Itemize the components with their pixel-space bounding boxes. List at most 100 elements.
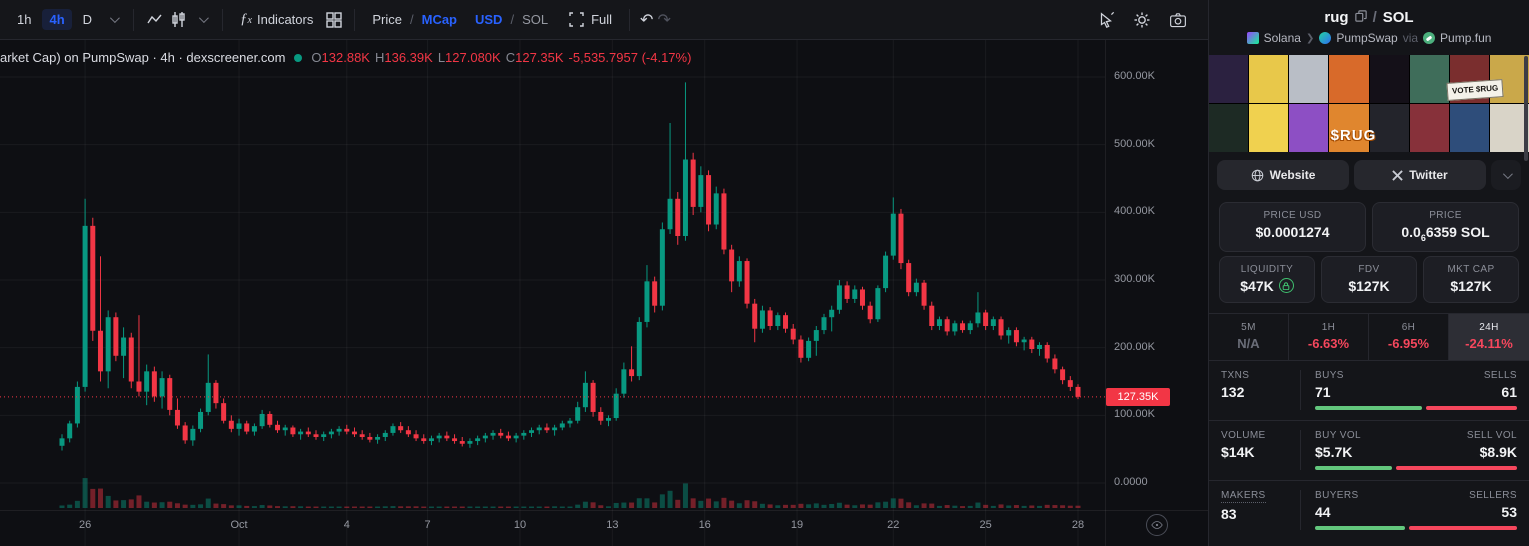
- chevron-right-icon: ❯: [1305, 32, 1315, 44]
- indicators-button[interactable]: ƒx Indicators: [233, 8, 320, 31]
- candlestick-style-icon[interactable]: [168, 10, 188, 30]
- style-dropdown-chevron-icon[interactable]: [192, 10, 212, 30]
- timeframe-performance-row: 5M N/A 1H -6.63% 6H -6.95% 24H -24.11%: [1209, 312, 1529, 361]
- undo-icon[interactable]: ↶: [640, 11, 654, 29]
- price-option[interactable]: Price: [372, 12, 402, 27]
- perf-6h-cell[interactable]: 6H -6.95%: [1369, 313, 1449, 360]
- buys-sells-cell: BUYS 71 SELLS 61: [1301, 370, 1517, 410]
- sol-option[interactable]: SOL: [522, 12, 549, 27]
- perf-1h-cell[interactable]: 1H -6.63%: [1289, 313, 1369, 360]
- time-tick: 25: [979, 519, 992, 531]
- price-stats-row: PRICE USD $0.0001274 PRICE 0.066359 SOL: [1209, 198, 1529, 252]
- makers-value: 83: [1221, 505, 1237, 522]
- pumpfun-icon: [1423, 32, 1436, 44]
- timeframe-1h-button[interactable]: 1h: [10, 9, 38, 30]
- liquidity-lock-icon[interactable]: [1278, 278, 1294, 294]
- slash: /: [409, 12, 414, 27]
- price-sol-value: 0.066359 SOL: [1401, 224, 1490, 243]
- timeframe-d-button[interactable]: D: [76, 9, 99, 30]
- line-style-icon[interactable]: [144, 10, 164, 30]
- liquidity-label: LIQUIDITY: [1240, 263, 1294, 275]
- txns-value: 132: [1221, 383, 1245, 400]
- eye-icon[interactable]: [1146, 514, 1168, 536]
- fdv-box: FDV $127K: [1321, 255, 1417, 303]
- price-usd-box: PRICE USD $0.0001274: [1219, 202, 1366, 252]
- time-tick: 4: [343, 519, 350, 531]
- time-tick: 10: [513, 519, 527, 531]
- price-usd-value: $0.0001274: [1255, 224, 1330, 240]
- pointer-icon[interactable]: [1096, 10, 1116, 30]
- twitter-button[interactable]: Twitter: [1354, 160, 1486, 190]
- buyers-value: 44: [1315, 503, 1331, 520]
- price-axis[interactable]: 600.00K 500.00K 400.00K 300.00K 200.00K 100.0…: [1105, 40, 1208, 546]
- fullscreen-icon: [566, 10, 586, 30]
- buyers-sellers-cell: BUYERS 44 SELLERS 53: [1301, 490, 1517, 530]
- time-axis[interactable]: 26 Oct 4 7 10 13 16 19 22 25 28: [0, 510, 1208, 546]
- chart-canvas[interactable]: arket Cap) on PumpSwap · 4h · dexscreene…: [0, 40, 1208, 546]
- liquidity-box: LIQUIDITY $47K: [1219, 255, 1315, 303]
- volume-cell: VOLUME $14K: [1221, 429, 1301, 470]
- full-label: Full: [591, 12, 613, 27]
- sidebar-header: rug / SOL Solana ❯ PumpSwap via Pump.fun: [1209, 0, 1529, 49]
- perf-24h-cell[interactable]: 24H -24.11%: [1449, 313, 1529, 360]
- copy-icon[interactable]: [1354, 9, 1367, 26]
- liquidity-stats-row: LIQUIDITY $47K FDV $127K MKT CAP $127K: [1209, 252, 1529, 303]
- quote-token: SOL: [1382, 9, 1414, 26]
- fullscreen-button[interactable]: Full: [559, 7, 619, 33]
- chart-toolbar: 1h 4h D ƒx Indicators Price /: [0, 0, 1208, 40]
- fdv-value: $127K: [1348, 277, 1390, 294]
- price-mcap-toggle[interactable]: Price / MCap: [365, 9, 464, 30]
- settings-gear-icon[interactable]: [1132, 10, 1152, 30]
- expand-socials-button[interactable]: [1491, 160, 1521, 190]
- launchpad-name[interactable]: Pump.fun: [1440, 31, 1492, 45]
- divider: [133, 8, 135, 31]
- dex-name[interactable]: PumpSwap: [1336, 31, 1398, 45]
- symbol-info-line: arket Cap) on PumpSwap · 4h · dexscreene…: [0, 50, 691, 65]
- toolbar-right-icons: [1096, 10, 1198, 30]
- sellers-label: SELLERS: [1469, 489, 1517, 501]
- usd-option[interactable]: USD: [475, 12, 503, 27]
- price-tick: 0.0000: [1114, 476, 1148, 488]
- social-links-row: Website Twitter: [1209, 152, 1529, 198]
- buy-sell-vol-cell: BUY VOL $5.7K SELL VOL $8.9K: [1301, 430, 1517, 470]
- via-label: via: [1402, 31, 1419, 45]
- solana-icon: [1246, 32, 1259, 44]
- redo-icon[interactable]: ↷: [657, 11, 671, 29]
- volume-label: VOLUME: [1221, 429, 1266, 441]
- price-tick: 200.00K: [1114, 340, 1155, 353]
- sellers-value: 53: [1501, 503, 1517, 520]
- x-icon: [1392, 169, 1403, 181]
- price-tick: 300.00K: [1114, 272, 1155, 285]
- website-button[interactable]: Website: [1217, 160, 1349, 190]
- time-tick: 13: [606, 519, 619, 531]
- volume-row: VOLUME $14K BUY VOL $5.7K SELL VOL $8.9K: [1209, 421, 1529, 481]
- time-tick: 7: [424, 519, 431, 531]
- buyers-sellers-bar: [1315, 525, 1517, 530]
- camera-snapshot-icon[interactable]: [1168, 10, 1188, 30]
- chain-name[interactable]: Solana: [1263, 31, 1301, 45]
- timeframe-dropdown-chevron-icon[interactable]: [103, 10, 123, 30]
- buy-vol-value: $5.7K: [1315, 443, 1353, 460]
- pair-title: rug / SOL: [1219, 9, 1519, 26]
- ohlc-readout: O132.88K H136.39K L127.080K C127.35K -5,535.…: [311, 50, 692, 65]
- usd-sol-toggle[interactable]: USD / SOL: [468, 9, 555, 30]
- pumpswap-icon: [1319, 32, 1332, 44]
- price-tick: 500.00K: [1114, 137, 1155, 150]
- token-sidebar: rug / SOL Solana ❯ PumpSwap via Pump.fun: [1208, 0, 1529, 546]
- candlestick-plot[interactable]: [0, 40, 1105, 546]
- banner-rug-text: $RUG: [1330, 127, 1377, 144]
- txns-row: TXNS 132 BUYS 71 SELLS 61: [1209, 361, 1529, 421]
- timeframe-4h-button[interactable]: 4h: [42, 9, 72, 30]
- perf-5m-cell[interactable]: 5M N/A: [1209, 313, 1289, 360]
- divider: [629, 8, 631, 31]
- time-tick: 19: [790, 519, 804, 531]
- liquidity-value: $47K: [1224, 278, 1310, 294]
- layout-grid-icon[interactable]: [324, 10, 344, 30]
- sell-vol-label: SELL VOL: [1466, 429, 1517, 441]
- banner-image: $RUG VOTE $RUG: [1209, 55, 1529, 152]
- scrollbar-thumb[interactable]: [1524, 56, 1528, 161]
- indicators-label: Indicators: [256, 12, 314, 27]
- market-status-dot-icon[interactable]: [294, 53, 303, 62]
- mcap-option[interactable]: MCap: [421, 12, 457, 27]
- slash: /: [510, 12, 515, 27]
